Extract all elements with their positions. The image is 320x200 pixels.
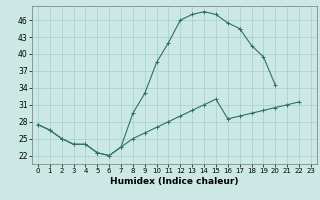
X-axis label: Humidex (Indice chaleur): Humidex (Indice chaleur) [110,177,239,186]
